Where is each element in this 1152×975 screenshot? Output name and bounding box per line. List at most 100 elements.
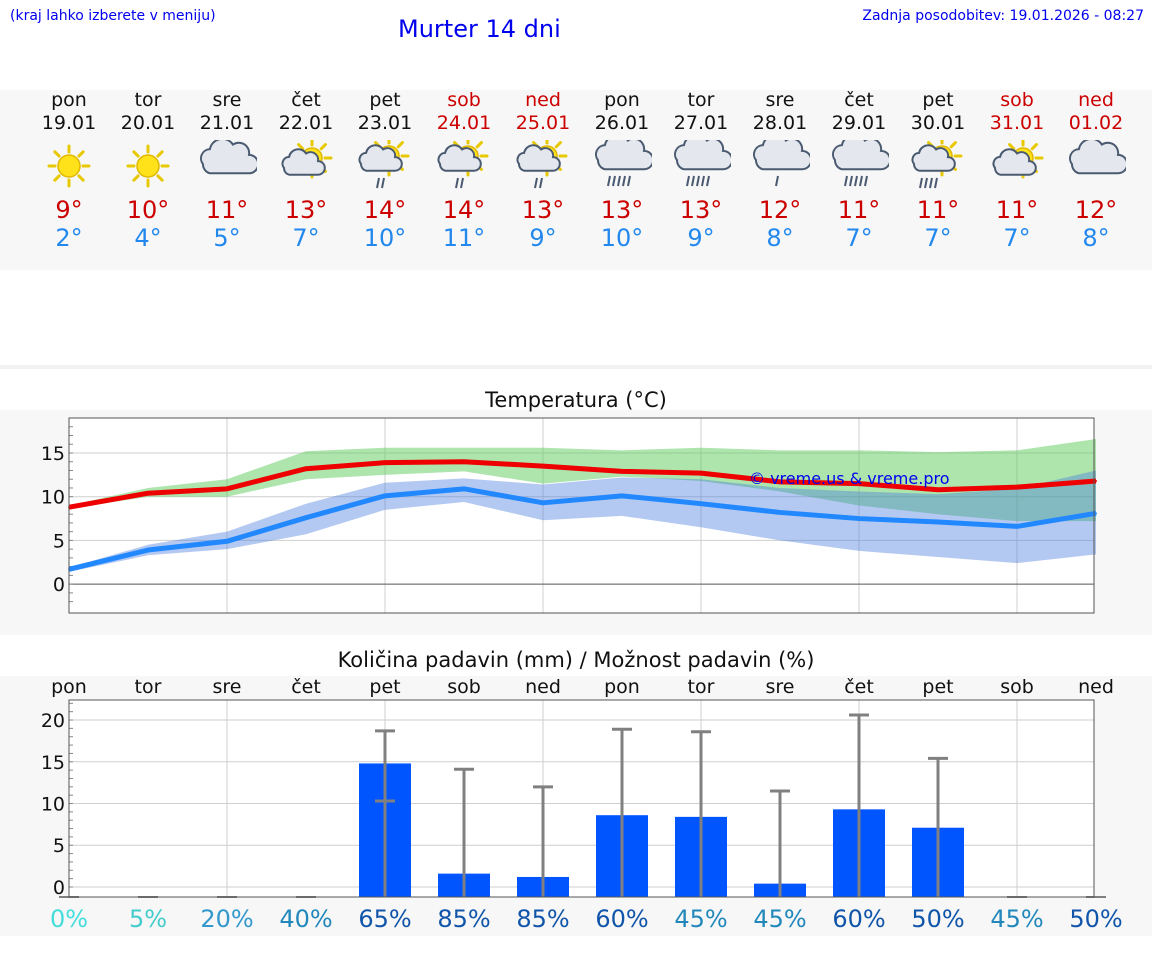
day-name: sre <box>212 89 242 111</box>
rain-drop <box>627 175 631 187</box>
forecast-day: ned 25.01 13° 9° <box>504 88 583 252</box>
location-hint[interactable]: (kraj lahko izberete v meniju) <box>10 8 216 24</box>
precip-band <box>0 676 1152 936</box>
rain-heavy-icon <box>673 140 731 187</box>
day-name: pon <box>51 89 87 111</box>
cloud-shape <box>673 140 731 171</box>
sun-ray <box>1030 143 1038 151</box>
forecast-day: pon 26.01 13° 10° <box>583 88 662 252</box>
rain-drop <box>622 175 626 187</box>
forecast-day: pon 19.01 9° 2° <box>30 88 109 252</box>
cloud-shape <box>911 144 956 172</box>
cloud-shape <box>199 140 257 175</box>
rain-drop <box>455 177 459 189</box>
rain-drop <box>617 175 621 187</box>
day-date: 20.01 <box>120 112 176 134</box>
precip-chart-title: Količina padavin (mm) / Možnost padavin … <box>337 648 815 672</box>
day-date: 31.01 <box>989 112 1045 134</box>
sun-ray <box>475 141 483 149</box>
sun-disc <box>57 154 81 178</box>
temp-min: 9° <box>687 224 715 252</box>
sun-cloud-icon <box>281 140 333 179</box>
sun-icon <box>126 144 170 188</box>
rain-light-icon <box>752 140 810 187</box>
rain-drop <box>924 177 928 189</box>
temp-max: 11° <box>916 196 960 224</box>
cloud-shape <box>1068 140 1126 175</box>
temp-max: 14° <box>363 196 407 224</box>
cloud-shape <box>831 140 889 171</box>
rain-drop <box>775 175 779 187</box>
temp-max: 12° <box>1074 196 1118 224</box>
sun-rain-heavy-icon <box>911 140 963 189</box>
spacer-band <box>0 365 1152 369</box>
sun-ray <box>53 174 61 182</box>
temp-max: 14° <box>442 196 486 224</box>
page-title: Murter 14 dni <box>398 15 561 43</box>
day-name: pon <box>604 89 640 111</box>
day-date: 19.01 <box>41 112 97 134</box>
forecast-day: sre 21.01 11° 5° <box>188 88 267 252</box>
day-name: ned <box>525 89 561 111</box>
day-date: 30.01 <box>910 112 966 134</box>
day-name: sre <box>765 89 795 111</box>
sun-ray <box>156 174 164 182</box>
rain-drop <box>844 175 848 187</box>
forecast-day: sob 31.01 11° 7° <box>978 88 1057 252</box>
temp-min: 9° <box>529 224 557 252</box>
rain-drop <box>934 177 938 189</box>
rain-drop <box>706 175 710 187</box>
sun-ray <box>77 150 85 158</box>
temp-max: 11° <box>205 196 249 224</box>
sun-ray <box>396 141 404 149</box>
sun-ray <box>554 141 562 149</box>
cloud-shape <box>594 140 652 171</box>
temp-min: 7° <box>292 224 320 252</box>
rain-drop <box>701 175 705 187</box>
forecast-day: tor 20.01 10° 4° <box>109 88 188 252</box>
day-name: čet <box>844 89 874 111</box>
sun-ray <box>319 143 327 151</box>
temp-min: 5° <box>213 224 241 252</box>
sun-ray <box>132 174 140 182</box>
sun-ray <box>156 150 164 158</box>
cloud-shape <box>281 148 326 176</box>
temp-max: 10° <box>126 196 170 224</box>
rain-heavy-icon <box>831 140 889 187</box>
temp-max: 12° <box>758 196 802 224</box>
temp-min: 7° <box>1003 224 1031 252</box>
rain-drop <box>691 175 695 187</box>
temp-min: 4° <box>134 224 162 252</box>
cloud-shape <box>992 148 1037 176</box>
cloud-shape <box>437 144 482 172</box>
forecast-day: tor 27.01 13° 9° <box>662 88 741 252</box>
sun-icon <box>47 144 91 188</box>
rain-drop <box>539 177 543 189</box>
cloud-shape <box>752 140 810 171</box>
sun-cloud-icon <box>992 140 1044 179</box>
forecast-day: čet 22.01 13° 7° <box>267 88 346 252</box>
sun-rain-icon <box>358 140 410 189</box>
rain-drop <box>864 175 868 187</box>
last-update: Zadnja posodobitev: 19.01.2026 - 08:27 <box>862 8 1144 24</box>
day-name: pet <box>922 89 954 111</box>
temp-max: 13° <box>521 196 565 224</box>
temperature-chart-title: Temperatura (°C) <box>485 388 667 412</box>
day-name: pet <box>369 89 401 111</box>
sun-ray <box>1008 143 1016 151</box>
temp-min: 7° <box>845 224 873 252</box>
sun-ray <box>77 174 85 182</box>
temp-max: 13° <box>679 196 723 224</box>
forecast-day: čet 29.01 11° 7° <box>820 88 899 252</box>
forecast-day: sob 24.01 14° 11° <box>425 88 504 252</box>
rain-drop <box>534 177 538 189</box>
cloud-icon <box>1068 140 1126 175</box>
day-name: sob <box>1000 89 1034 111</box>
forecast-day: ned 01.02 12° 8° <box>1057 88 1136 252</box>
temperature-band <box>0 410 1152 635</box>
day-date: 26.01 <box>594 112 650 134</box>
rain-drop <box>376 177 380 189</box>
rain-drop <box>854 175 858 187</box>
forecast-band <box>0 90 1152 270</box>
rain-drop <box>696 175 700 187</box>
